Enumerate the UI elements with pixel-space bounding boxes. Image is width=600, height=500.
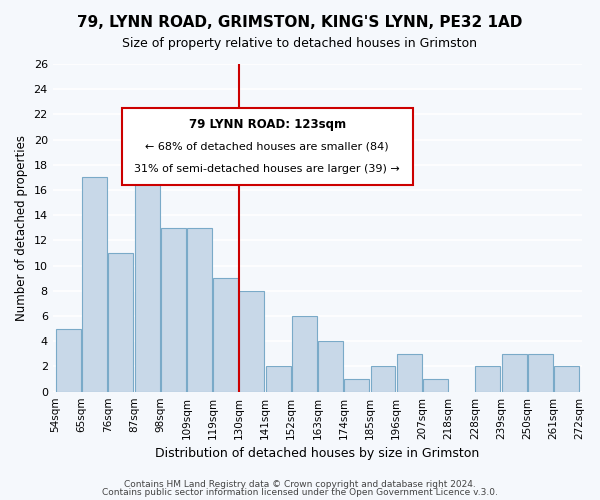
Text: 79, LYNN ROAD, GRIMSTON, KING'S LYNN, PE32 1AD: 79, LYNN ROAD, GRIMSTON, KING'S LYNN, PE… (77, 15, 523, 30)
Bar (134, 114, 160, 392)
Bar (82, 178, 107, 392)
Text: Contains public sector information licensed under the Open Government Licence v.: Contains public sector information licen… (102, 488, 498, 497)
Bar (318, 342, 343, 392)
Bar (292, 316, 317, 392)
X-axis label: Distribution of detached houses by size in Grimston: Distribution of detached houses by size … (155, 447, 479, 460)
Bar (475, 366, 500, 392)
Text: 31% of semi-detached houses are larger (39) →: 31% of semi-detached houses are larger (… (134, 164, 400, 174)
Bar (266, 366, 290, 392)
Bar (161, 228, 186, 392)
Text: 79 LYNN ROAD: 123sqm: 79 LYNN ROAD: 123sqm (188, 118, 346, 131)
Bar (239, 291, 265, 392)
Bar (187, 228, 212, 392)
Bar (502, 354, 527, 392)
Bar (554, 366, 579, 392)
Y-axis label: Number of detached properties: Number of detached properties (15, 135, 28, 321)
Bar (397, 354, 422, 392)
Bar (109, 253, 133, 392)
FancyBboxPatch shape (122, 108, 413, 185)
Bar (56, 328, 81, 392)
Text: Size of property relative to detached houses in Grimston: Size of property relative to detached ho… (122, 38, 478, 51)
Bar (344, 379, 369, 392)
Text: Contains HM Land Registry data © Crown copyright and database right 2024.: Contains HM Land Registry data © Crown c… (124, 480, 476, 489)
Text: ← 68% of detached houses are smaller (84): ← 68% of detached houses are smaller (84… (145, 141, 389, 151)
Bar (213, 278, 238, 392)
Bar (528, 354, 553, 392)
Bar (371, 366, 395, 392)
Bar (423, 379, 448, 392)
